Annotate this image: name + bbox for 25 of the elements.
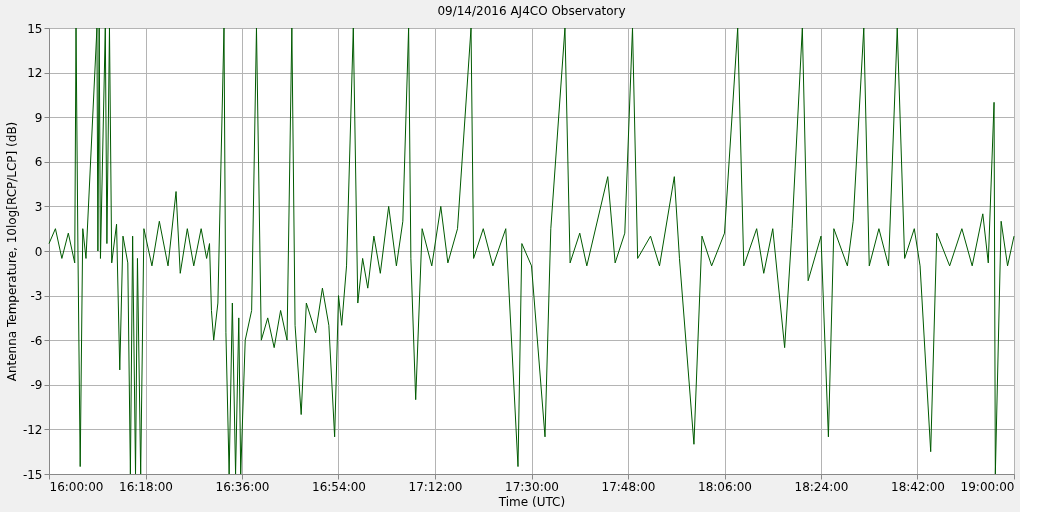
y-tick-label: -9	[30, 378, 43, 393]
y-tick-label: 0	[34, 244, 43, 259]
x-tick-label: 17:48:00	[601, 479, 656, 494]
x-tick-label: 16:36:00	[215, 479, 270, 494]
y-tick-label: 3	[34, 199, 43, 214]
x-axis-title: Time (UTC)	[497, 494, 566, 509]
x-tick-label: 18:06:00	[698, 479, 752, 494]
y-tick-label: -3	[30, 289, 43, 304]
y-tick-label: 6	[34, 155, 43, 170]
x-tick-label: 19:00:00	[960, 479, 1015, 494]
x-tick-label: 16:18:00	[119, 479, 173, 494]
y-tick-label: 12	[27, 66, 43, 81]
y-tick-label: -12	[22, 422, 43, 437]
x-tick-label: 17:12:00	[408, 479, 463, 494]
y-axis-title: Antenna Temperature, 10log[RCP/LCP] (dB)	[4, 121, 19, 382]
x-tick-label: 18:24:00	[794, 479, 849, 494]
y-tick-label: -15	[22, 467, 43, 482]
x-tick-label: 18:42:00	[891, 479, 945, 494]
x-tick-label: 16:00:00	[49, 479, 104, 494]
x-tick-label: 16:54:00	[312, 479, 366, 494]
chart-title: 09/14/2016 AJ4CO Observatory	[437, 4, 626, 18]
x-tick-label: 17:30:00	[505, 479, 559, 494]
y-tick-label: 15	[27, 21, 43, 36]
y-tick-label: 9	[34, 110, 43, 125]
y-tick-label: -6	[30, 333, 43, 348]
